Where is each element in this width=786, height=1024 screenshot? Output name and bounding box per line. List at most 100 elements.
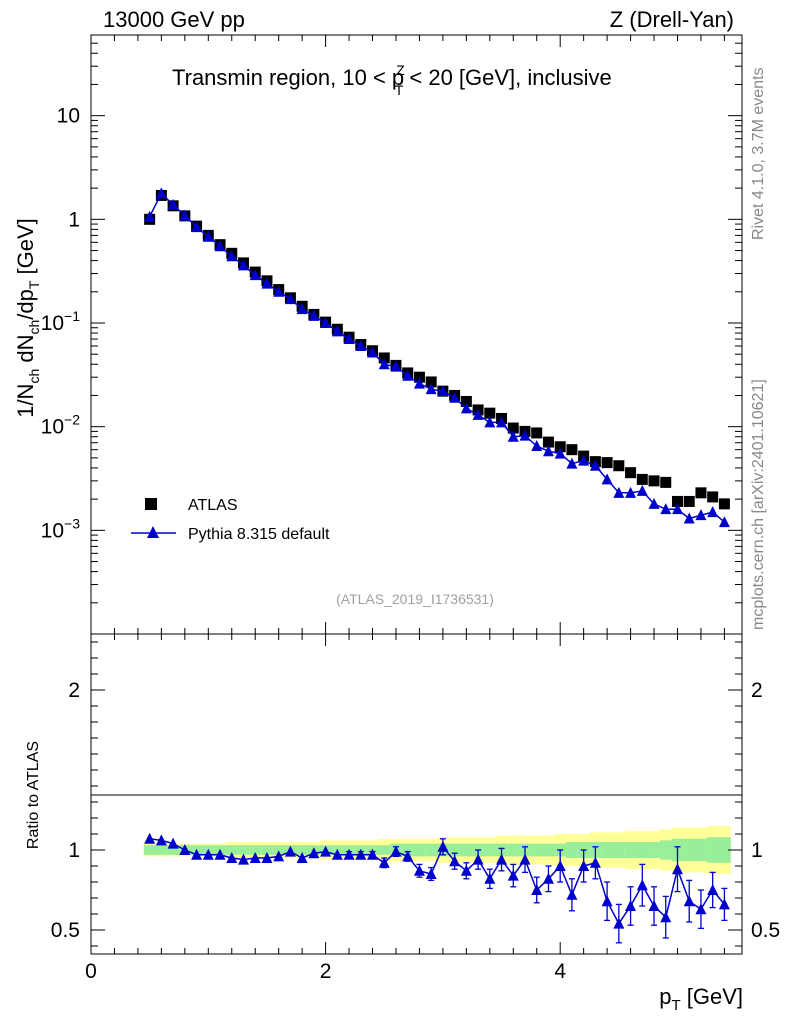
ratio-band-inner xyxy=(261,845,274,855)
pythia-point xyxy=(402,369,414,381)
ratio-point xyxy=(578,860,590,871)
ratio-point xyxy=(191,848,203,860)
ratio-band-inner xyxy=(659,840,673,860)
ratio-band-inner xyxy=(695,838,708,862)
ratio-band-inner xyxy=(601,842,614,858)
atlas-point xyxy=(636,473,648,485)
pythia-point xyxy=(249,269,261,281)
ratio-point xyxy=(648,900,660,911)
ratio-point xyxy=(202,848,214,860)
ratio-point xyxy=(566,888,578,900)
pythia-point xyxy=(296,303,308,315)
atlas-point xyxy=(671,495,683,507)
ratio-band-inner xyxy=(718,837,731,863)
atlas-point xyxy=(613,460,625,472)
ratio-point xyxy=(496,853,508,865)
ratio-point xyxy=(437,840,449,852)
pythia-point xyxy=(578,454,590,466)
ratio-point xyxy=(367,848,379,860)
ratio-band-inner xyxy=(612,842,626,858)
ratio-band-inner xyxy=(530,843,544,857)
ratio-y-tick-label-right: 1 xyxy=(751,839,763,862)
legend-mc-label: Pythia 8.315 default xyxy=(188,526,330,543)
pythia-point xyxy=(484,416,496,428)
pythia-point xyxy=(542,445,554,457)
ratio-point xyxy=(425,868,437,879)
ratio-point xyxy=(601,895,613,907)
ratio-band-inner xyxy=(566,842,579,858)
atlas-point xyxy=(683,495,695,507)
ratio-point xyxy=(413,864,425,876)
pythia-point xyxy=(413,377,425,389)
pythia-point xyxy=(320,317,332,329)
pythia-point xyxy=(636,484,648,496)
ratio-point xyxy=(355,848,367,860)
pythia-point xyxy=(355,339,367,351)
ratio-point xyxy=(331,848,343,860)
atlas-point xyxy=(695,487,707,499)
ratio-point xyxy=(554,860,566,871)
pythia-point xyxy=(390,360,402,372)
ratio-point xyxy=(519,853,531,865)
pythia-point xyxy=(425,383,437,395)
pythia-point xyxy=(273,285,285,297)
atlas-point xyxy=(718,498,730,510)
plot-title: Transmin region, 10 < pZ T < 20 [GeV], in… xyxy=(172,62,612,98)
ratio-point xyxy=(531,884,543,895)
atlas-point xyxy=(601,457,613,469)
ratio-point xyxy=(695,903,707,915)
ratio-band-inner xyxy=(249,845,262,855)
ratio-band-inner xyxy=(155,845,168,855)
pythia-point xyxy=(367,346,379,358)
ratio-band-inner xyxy=(636,842,649,858)
main-panel: 10−3 10−2 10−1 1 10 Transmin region, 10 < pZ… xyxy=(41,34,743,635)
pythia-point xyxy=(648,497,660,509)
pythia-point xyxy=(660,503,672,515)
ratio-panel: 0 2 4 0.5 0.5 1 1 2 2 xyxy=(51,633,780,983)
atlas-point xyxy=(531,427,543,439)
top-y-axis-label: 1/Nch dNch/dpT [GeV] xyxy=(13,218,42,418)
ratio-point xyxy=(320,845,332,857)
ratio-y-tick-label-right: 2 xyxy=(751,679,763,702)
pythia-point xyxy=(707,506,719,518)
ratio-band-inner xyxy=(225,845,239,855)
pythia-point xyxy=(554,447,566,459)
ratio-point xyxy=(273,850,285,862)
ratio-point xyxy=(636,879,648,891)
ratio-y-tick-label: 2 xyxy=(68,679,80,702)
atlas-point xyxy=(413,371,425,383)
pythia-point xyxy=(155,187,167,199)
pythia-point xyxy=(226,250,238,262)
pythia-point xyxy=(214,240,226,252)
ratio-band-inner xyxy=(272,845,286,855)
reference-label: (ATLAS_2019_I1736531) xyxy=(336,591,494,607)
ratio-band-inner xyxy=(683,838,696,862)
main-frame xyxy=(90,34,743,635)
ratio-band-inner xyxy=(413,843,426,857)
ratio-point xyxy=(155,834,167,846)
ratio-band-inner xyxy=(296,845,309,855)
main-ticks: 10−3 10−2 10−1 1 10 xyxy=(41,34,742,635)
pythia-point xyxy=(437,385,449,397)
y-tick-label: 10 xyxy=(57,105,80,128)
ratio-point xyxy=(144,832,156,844)
ratio-point xyxy=(718,898,730,910)
ratio-band-inner xyxy=(378,845,391,855)
pythia-point xyxy=(566,457,578,469)
ratio-band-inner xyxy=(706,837,720,863)
ratio-point xyxy=(343,848,355,860)
atlas-point xyxy=(378,352,390,364)
ratio-point xyxy=(671,863,683,875)
pythia-point xyxy=(378,358,390,370)
y-tick-label: 1 xyxy=(68,208,80,231)
ratio-data xyxy=(144,832,730,944)
pythia-point xyxy=(308,309,320,321)
rivet-label: Rivet 4.1.0, 3.7M events xyxy=(750,67,767,240)
legend-data-label: ATLAS xyxy=(188,497,238,514)
atlas-point xyxy=(566,444,578,456)
ratio-point xyxy=(542,872,554,884)
atlas-point xyxy=(554,441,566,453)
ratio-point xyxy=(472,853,484,865)
x-tick-label: 2 xyxy=(320,960,332,983)
pythia-point xyxy=(496,416,508,428)
